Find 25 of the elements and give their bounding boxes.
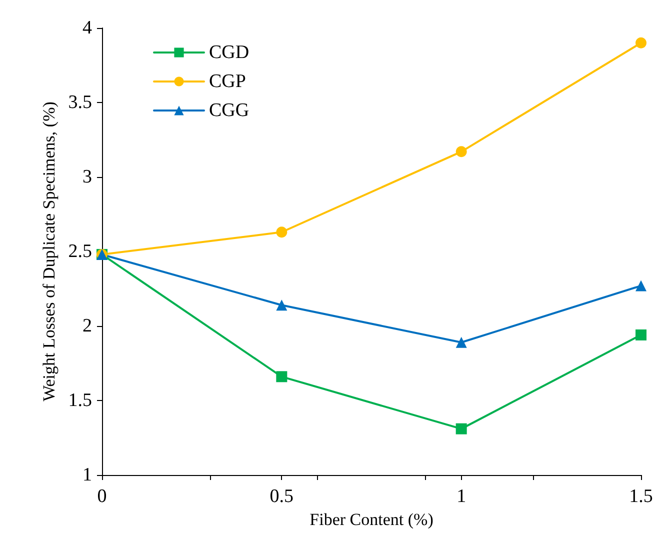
point [636, 329, 646, 340]
x-tick-label: 1 [456, 486, 466, 507]
point [456, 336, 467, 348]
point [636, 37, 646, 48]
y-axis-title: Weight Losses of Duplicate Specimens, (%) [39, 102, 58, 402]
point [456, 146, 467, 158]
point [456, 423, 467, 434]
x-tick-label: 0 [97, 486, 107, 507]
y-tick-label: 2 [82, 316, 92, 336]
y-tick-label: 2.5 [68, 241, 92, 262]
x-tick-label: 0.5 [270, 486, 294, 507]
point [276, 300, 288, 311]
point [276, 226, 288, 238]
y-tick-label: 4 [82, 18, 92, 38]
legend-label: CGD [209, 42, 250, 63]
point [276, 371, 288, 382]
legend-label: CGG [209, 100, 250, 121]
y-tick-label: 1.5 [68, 390, 92, 411]
x-tick-label: 1.5 [629, 486, 653, 507]
y-tick-label: 1 [82, 464, 92, 486]
y-tick-label: 3 [82, 166, 92, 188]
x-axis-title: Fiber Content (%) [310, 510, 434, 529]
y-tick-label: 3.5 [68, 92, 92, 113]
point [636, 280, 646, 292]
legend-label: CGP [209, 71, 246, 92]
